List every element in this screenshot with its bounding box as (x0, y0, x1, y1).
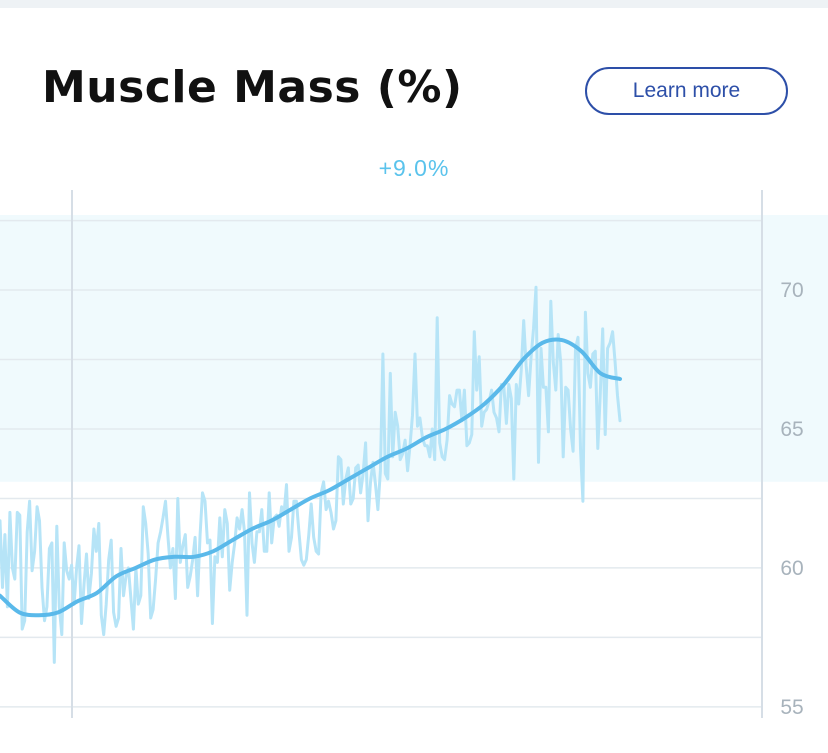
learn-more-button[interactable]: Learn more (585, 67, 788, 115)
top-strip (0, 0, 828, 8)
y-tick-label: 55 (780, 696, 803, 719)
trend-line (0, 337, 622, 618)
raw-measurements-line (0, 285, 622, 664)
y-tick-label: 60 (780, 557, 803, 580)
change-percent-label: +9.0% (378, 155, 450, 181)
page-title: Muscle Mass (%) (42, 62, 463, 113)
y-tick-label: 70 (780, 279, 803, 302)
target-range-band (0, 215, 828, 482)
y-tick-label: 65 (780, 418, 803, 441)
